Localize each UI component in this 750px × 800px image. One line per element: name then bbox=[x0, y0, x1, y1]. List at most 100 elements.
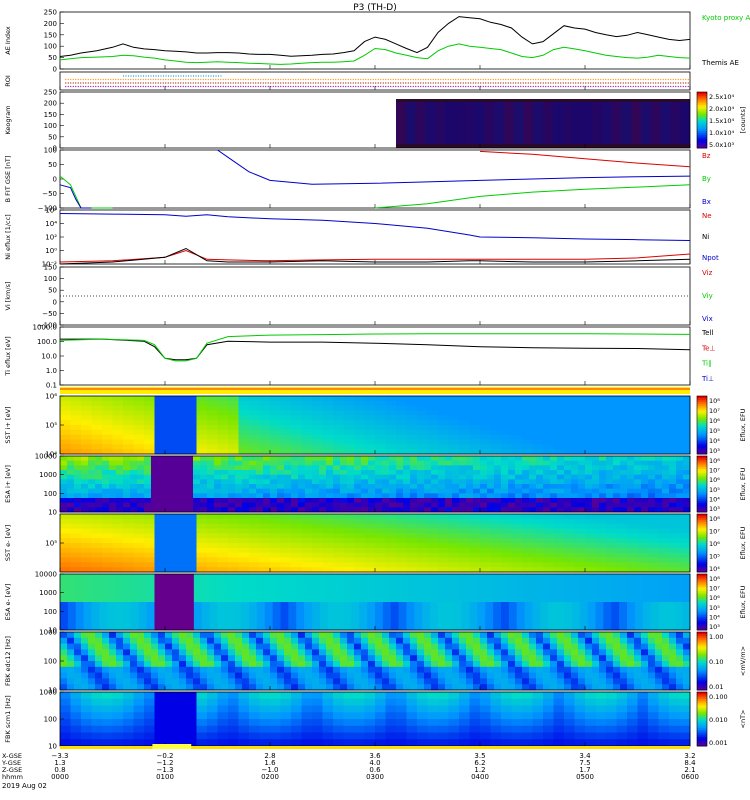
esa_i-cell bbox=[305, 470, 313, 475]
sst_i-cell bbox=[134, 444, 145, 449]
esa_e-cell bbox=[273, 574, 281, 579]
esa_i-cell bbox=[662, 498, 670, 503]
sst_e-cell bbox=[365, 562, 376, 567]
esa_i-cell bbox=[361, 465, 369, 470]
fbk_e-cell bbox=[354, 673, 362, 679]
esa_i-cell bbox=[487, 456, 495, 461]
fbk_e-cell bbox=[424, 632, 432, 638]
fbk_e-cell bbox=[263, 667, 271, 673]
esa_i-cell bbox=[648, 470, 656, 475]
fbk_e-cell bbox=[515, 673, 523, 679]
fbk_e-cell bbox=[578, 649, 586, 655]
fbk_e-cell bbox=[81, 632, 89, 638]
sst_e-cell bbox=[386, 558, 397, 563]
sst_i-cell bbox=[113, 430, 124, 435]
fbk_e-cell bbox=[151, 632, 159, 638]
fbk_b-cell bbox=[459, 726, 470, 733]
esa_e-cell bbox=[336, 574, 344, 579]
esa_e-cell bbox=[249, 583, 257, 588]
fbk_e-cell bbox=[200, 661, 208, 667]
fbk_e-cell bbox=[522, 667, 530, 673]
fbk_e-cell bbox=[410, 655, 418, 661]
fbk_b-cell bbox=[386, 726, 397, 733]
esa_e-cell bbox=[304, 588, 312, 593]
sst_e-cell bbox=[228, 562, 239, 567]
esa_e-cell bbox=[92, 588, 100, 593]
sst_i-cell bbox=[197, 425, 208, 430]
esa_i-cell bbox=[494, 475, 502, 480]
sst_e-cell bbox=[333, 558, 344, 563]
bfield-legend-0: Bz bbox=[702, 152, 711, 160]
sst_i-cell bbox=[60, 411, 71, 416]
esa_i-cell bbox=[480, 484, 488, 489]
fbk_e-cell bbox=[312, 667, 320, 673]
temperature-legend-2: Ti∥ bbox=[701, 360, 712, 368]
sst_e-cell bbox=[428, 519, 439, 524]
esa_i-cell bbox=[284, 498, 292, 503]
esa_i-cell bbox=[571, 470, 579, 475]
esa_i-cell bbox=[592, 479, 600, 484]
sst_i-cell bbox=[333, 401, 344, 406]
sst_e-cell bbox=[659, 529, 670, 534]
sst_i-cell bbox=[501, 401, 512, 406]
esa_e-cell bbox=[438, 597, 446, 602]
sst_i-cell bbox=[659, 440, 670, 445]
sst_i-cell bbox=[480, 396, 491, 401]
fbk_e-cell bbox=[340, 678, 348, 684]
esa_e-cell bbox=[60, 621, 68, 626]
sst_i-cell bbox=[60, 396, 71, 401]
esa_e-cell bbox=[115, 602, 123, 607]
sst_e-cell bbox=[533, 529, 544, 534]
esa_e-cell bbox=[517, 588, 525, 593]
esa_e-cell bbox=[265, 574, 273, 579]
fbk_e-cell bbox=[319, 655, 327, 661]
esa_i-cell bbox=[326, 456, 334, 461]
sst_e-cell bbox=[480, 558, 491, 563]
esa_i-cell bbox=[627, 461, 635, 466]
sst_i-cell bbox=[354, 411, 365, 416]
fbk_e-cell bbox=[431, 661, 439, 667]
esa_i-cell bbox=[305, 456, 313, 461]
sst_e-cell bbox=[648, 533, 659, 538]
esa_e-cell bbox=[533, 597, 541, 602]
sst_i-cell bbox=[239, 411, 250, 416]
esa_i-cell bbox=[123, 489, 131, 494]
sst_i-cell bbox=[312, 430, 323, 435]
fbk_e-cell bbox=[263, 678, 271, 684]
fbk_e-cell bbox=[109, 684, 117, 690]
sst_i-cell bbox=[291, 406, 302, 411]
sst_e-cell bbox=[323, 524, 334, 529]
esa_i-cell bbox=[557, 503, 565, 508]
sst_i-cell bbox=[522, 396, 533, 401]
esa_e-cell bbox=[304, 621, 312, 626]
sst_i-cell bbox=[144, 406, 155, 411]
esa_e-cell bbox=[619, 588, 627, 593]
sst_i-cell bbox=[564, 415, 575, 420]
sst_i-cell bbox=[113, 401, 124, 406]
esa_e-cell bbox=[414, 579, 422, 584]
fbk_b-cell bbox=[281, 692, 292, 699]
fbk_e-cell bbox=[284, 632, 292, 638]
sst_e-cell bbox=[333, 548, 344, 553]
sst_e-cell bbox=[281, 524, 292, 529]
esa_i-cell bbox=[109, 475, 117, 480]
fbk_b-cell bbox=[438, 719, 449, 726]
esa_e-cell bbox=[383, 607, 391, 612]
sst_e-cell bbox=[81, 562, 92, 567]
esa_e-cell bbox=[477, 607, 485, 612]
fbk_e-cell bbox=[655, 661, 663, 667]
esa_e-cell bbox=[225, 621, 233, 626]
esa_i-cell bbox=[494, 465, 502, 470]
bfield-ytick-label: 50 bbox=[48, 161, 57, 169]
esa_i-cell bbox=[620, 475, 628, 480]
esa_e-cell bbox=[76, 588, 84, 593]
fbk_e-cell bbox=[683, 638, 691, 644]
esa_i-cell bbox=[256, 470, 264, 475]
fbk_e-cell bbox=[347, 638, 355, 644]
fbk_e-cell bbox=[207, 638, 215, 644]
esa_e-cell bbox=[525, 579, 533, 584]
fbk_e-cell bbox=[431, 678, 439, 684]
fbk_b-cell bbox=[501, 719, 512, 726]
fbk_e-cell bbox=[340, 684, 348, 690]
sst_e-cell bbox=[428, 558, 439, 563]
